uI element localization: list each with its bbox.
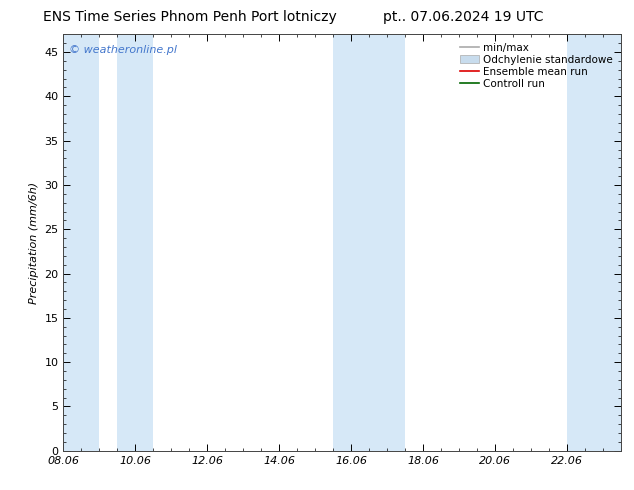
Text: pt.. 07.06.2024 19 UTC: pt.. 07.06.2024 19 UTC — [382, 10, 543, 24]
Bar — [333, 34, 405, 451]
Bar — [117, 34, 153, 451]
Y-axis label: Precipitation (mm/6h): Precipitation (mm/6h) — [29, 181, 39, 304]
Bar — [63, 34, 100, 451]
Bar — [567, 34, 621, 451]
Text: ENS Time Series Phnom Penh Port lotniczy: ENS Time Series Phnom Penh Port lotniczy — [43, 10, 337, 24]
Text: © weatheronline.pl: © weatheronline.pl — [69, 45, 177, 55]
Legend: min/max, Odchylenie standardowe, Ensemble mean run, Controll run: min/max, Odchylenie standardowe, Ensembl… — [457, 40, 616, 92]
